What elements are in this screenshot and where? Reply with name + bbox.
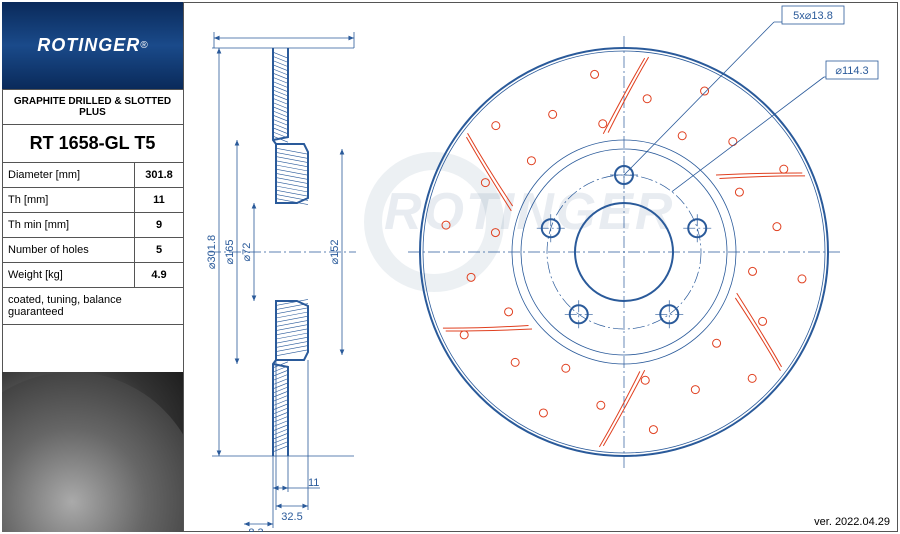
spec-label: Th [mm] xyxy=(2,188,135,212)
svg-text:⌀301.8: ⌀301.8 xyxy=(206,235,218,269)
svg-text:⌀165: ⌀165 xyxy=(224,240,236,265)
spec-value: 9 xyxy=(135,213,183,237)
svg-text:⌀114.3: ⌀114.3 xyxy=(835,65,868,77)
info-panel: ROTINGER® GRAPHITE DRILLED & SLOTTED PLU… xyxy=(2,2,184,532)
svg-text:11: 11 xyxy=(308,477,319,489)
spec-value: 5 xyxy=(135,238,183,262)
svg-text:⌀72: ⌀72 xyxy=(241,243,253,262)
part-number: RT 1658-GL T5 xyxy=(2,125,183,163)
brand-name: ROTINGER xyxy=(37,35,140,56)
product-subtitle: GRAPHITE DRILLED & SLOTTED PLUS xyxy=(2,90,183,125)
spec-value: 4.9 xyxy=(135,263,183,287)
spec-row: Th [mm]11 xyxy=(2,188,183,213)
drawing-svg: ⌀301.8 ⌀165 ⌀72 ⌀152 8.3 32.5 11 5x⌀13.8 ⌀114.3 xyxy=(184,2,898,532)
spec-value: 11 xyxy=(135,188,183,212)
svg-text:⌀152: ⌀152 xyxy=(329,240,341,265)
spec-value: 301.8 xyxy=(135,163,183,187)
brand-logo: ROTINGER® xyxy=(2,2,183,90)
spec-row: Number of holes5 xyxy=(2,238,183,263)
svg-text:8.3: 8.3 xyxy=(248,527,263,532)
technical-drawing: ROTINGER ⌀301.8⌀165⌀72⌀1528.332.5115x⌀13… xyxy=(184,2,898,532)
spec-label: Number of holes xyxy=(2,238,135,262)
product-note: coated, tuning, balance guaranteed xyxy=(2,288,183,325)
svg-text:32.5: 32.5 xyxy=(281,511,302,523)
spec-label: Diameter [mm] xyxy=(2,163,135,187)
spec-row: Weight [kg]4.9 xyxy=(2,263,183,288)
spec-label: Th min [mm] xyxy=(2,213,135,237)
registered-mark: ® xyxy=(140,40,147,51)
spec-row: Th min [mm]9 xyxy=(2,213,183,238)
svg-text:5x⌀13.8: 5x⌀13.8 xyxy=(793,10,833,22)
product-photo xyxy=(2,372,183,532)
spec-row: Diameter [mm]301.8 xyxy=(2,163,183,188)
spec-label: Weight [kg] xyxy=(2,263,135,287)
